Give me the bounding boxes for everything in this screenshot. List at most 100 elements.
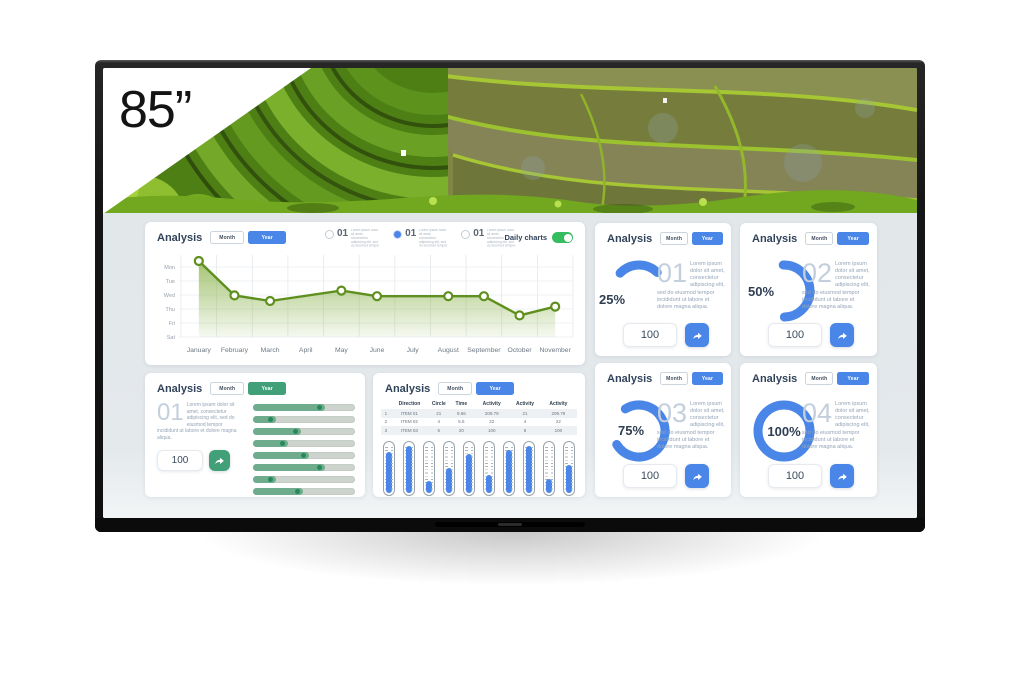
tv-screen: 85” Analysis Month Year 01 Lorem ipsum d… (103, 68, 917, 518)
bottom-bezel (95, 518, 925, 532)
year-button[interactable]: Year (248, 231, 287, 244)
slider[interactable] (253, 452, 355, 459)
stat-text: 01 Lorem ipsum dolor sit amet, consectet… (657, 259, 725, 311)
slider-fill (253, 404, 326, 411)
table-header: Activity (515, 401, 535, 407)
share-arrow-button[interactable] (209, 450, 230, 471)
gauge-fill (386, 451, 392, 493)
value-input[interactable] (768, 464, 822, 488)
panel-header: Analysis Month Year (595, 363, 731, 385)
radio-caption: Lorem ipsum dolor sit amet, consectetur … (419, 229, 449, 248)
radio-icon (461, 230, 471, 239)
month-button[interactable]: Month (660, 232, 689, 245)
slider-fill (253, 476, 277, 483)
svg-text:August: August (438, 347, 459, 354)
value-input[interactable] (623, 323, 677, 347)
table-header: Activity (549, 401, 568, 407)
radio-icon (393, 230, 403, 239)
slider-knob[interactable] (268, 417, 274, 422)
radio-option[interactable]: 01 Lorem ipsum dolor sit amet, consectet… (393, 229, 449, 253)
slider[interactable] (253, 428, 355, 435)
daily-charts-toggle[interactable] (552, 232, 573, 243)
gauge-fill (486, 474, 492, 493)
share-arrow-button[interactable] (685, 323, 709, 347)
slider-fill (253, 428, 301, 435)
donut-chart: 25% (599, 259, 671, 323)
stat-description: Lorem ipsum dolor sit amet, consectetur … (157, 402, 237, 441)
radio-option[interactable]: 01 Lorem ipsum dolor sit amet, consectet… (461, 229, 517, 253)
slider[interactable] (253, 476, 355, 483)
month-button[interactable]: Month (438, 382, 473, 395)
stat-description: Lorem ipsum dolor sit amet, consectetur … (657, 401, 725, 450)
stat-body: 100% 04 Lorem ipsum dolor sit amet, cons… (740, 397, 877, 469)
slider[interactable] (253, 416, 355, 423)
value-input[interactable] (157, 450, 203, 471)
slider-panel-body: 01 Lorem ipsum dolor sit amet, consectet… (145, 395, 365, 495)
year-button[interactable]: Year (476, 382, 515, 395)
donut-percent-label: 50% (748, 284, 775, 299)
stat-number: 02 (802, 258, 833, 288)
svg-text:October: October (507, 347, 532, 354)
share-arrow-button[interactable] (830, 464, 854, 488)
panel-header: Analysis Month Year (373, 373, 585, 395)
radio-caption: Lorem ipsum dolor sit amet, consectetur … (487, 229, 517, 248)
share-arrow-button[interactable] (830, 323, 854, 347)
stat-text: 03 Lorem ipsum dolor sit amet, consectet… (657, 399, 725, 451)
svg-text:Sat: Sat (167, 335, 176, 341)
stat-number: 01 (157, 399, 184, 426)
year-button[interactable]: Year (692, 372, 723, 385)
value-input[interactable] (623, 464, 677, 488)
panel-title: Analysis (752, 372, 798, 385)
slider-knob[interactable] (292, 429, 298, 434)
slider[interactable] (253, 440, 355, 447)
share-arrow-button[interactable] (685, 464, 709, 488)
daily-charts-control: Daily charts (504, 232, 573, 243)
gauge (383, 440, 395, 496)
month-button[interactable]: Month (210, 382, 245, 395)
month-button[interactable]: Month (805, 232, 834, 245)
year-button[interactable]: Year (248, 382, 287, 395)
year-button[interactable]: Year (837, 232, 869, 245)
table-row: 1 ITEM 01 21 9.66 209.79 21 209.79 (381, 409, 577, 418)
year-button[interactable]: Year (837, 372, 869, 385)
value-input[interactable] (768, 323, 822, 347)
donut-percent-label: 100% (767, 424, 801, 439)
slider-fill (253, 452, 310, 459)
tv-frame: 85” Analysis Month Year 01 Lorem ipsum d… (95, 60, 925, 532)
year-button[interactable]: Year (692, 232, 723, 245)
gauge-fill (446, 467, 452, 493)
slider-knob[interactable] (294, 489, 300, 494)
slider-knob[interactable] (317, 465, 323, 470)
svg-text:March: March (261, 347, 280, 354)
svg-text:July: July (407, 347, 420, 354)
gauge (423, 440, 435, 496)
svg-text:January: January (187, 347, 212, 354)
slider[interactable] (253, 404, 355, 411)
month-button[interactable]: Month (660, 372, 689, 385)
donut-chart: 50% (748, 259, 816, 323)
slider-list (253, 402, 355, 495)
svg-text:Thu: Thu (166, 307, 175, 313)
analysis-table-panel: Analysis Month Year Direction Circle Time A… (373, 373, 585, 497)
slider-knob[interactable] (301, 453, 307, 458)
slider-knob[interactable] (317, 405, 323, 410)
donut-chart: 75% (607, 399, 671, 463)
panel-header: Analysis Month Year (145, 222, 585, 244)
slider[interactable] (253, 464, 355, 471)
svg-text:June: June (370, 347, 385, 354)
forward-arrow-icon (692, 332, 702, 339)
gauge-fill (566, 464, 572, 493)
month-button[interactable]: Month (210, 231, 245, 244)
panel-title: Analysis (752, 232, 798, 245)
svg-text:Mon: Mon (164, 265, 175, 271)
month-button[interactable]: Month (805, 372, 834, 385)
slider-knob[interactable] (268, 477, 274, 482)
table-row: 2 ITEM 02 4 5.5 22 4 22 (384, 419, 561, 425)
slider[interactable] (253, 488, 355, 495)
slider-knob[interactable] (279, 441, 285, 446)
stat-footer (623, 323, 709, 347)
dashboard: Analysis Month Year 01 Lorem ipsum dolor… (103, 213, 917, 518)
analysis-stat-panel-4: Analysis Month Year 100% 04 Lorem ipsum … (740, 363, 877, 497)
radio-option[interactable]: 01 Lorem ipsum dolor sit amet, consectet… (325, 229, 381, 253)
forward-arrow-icon (837, 473, 847, 480)
